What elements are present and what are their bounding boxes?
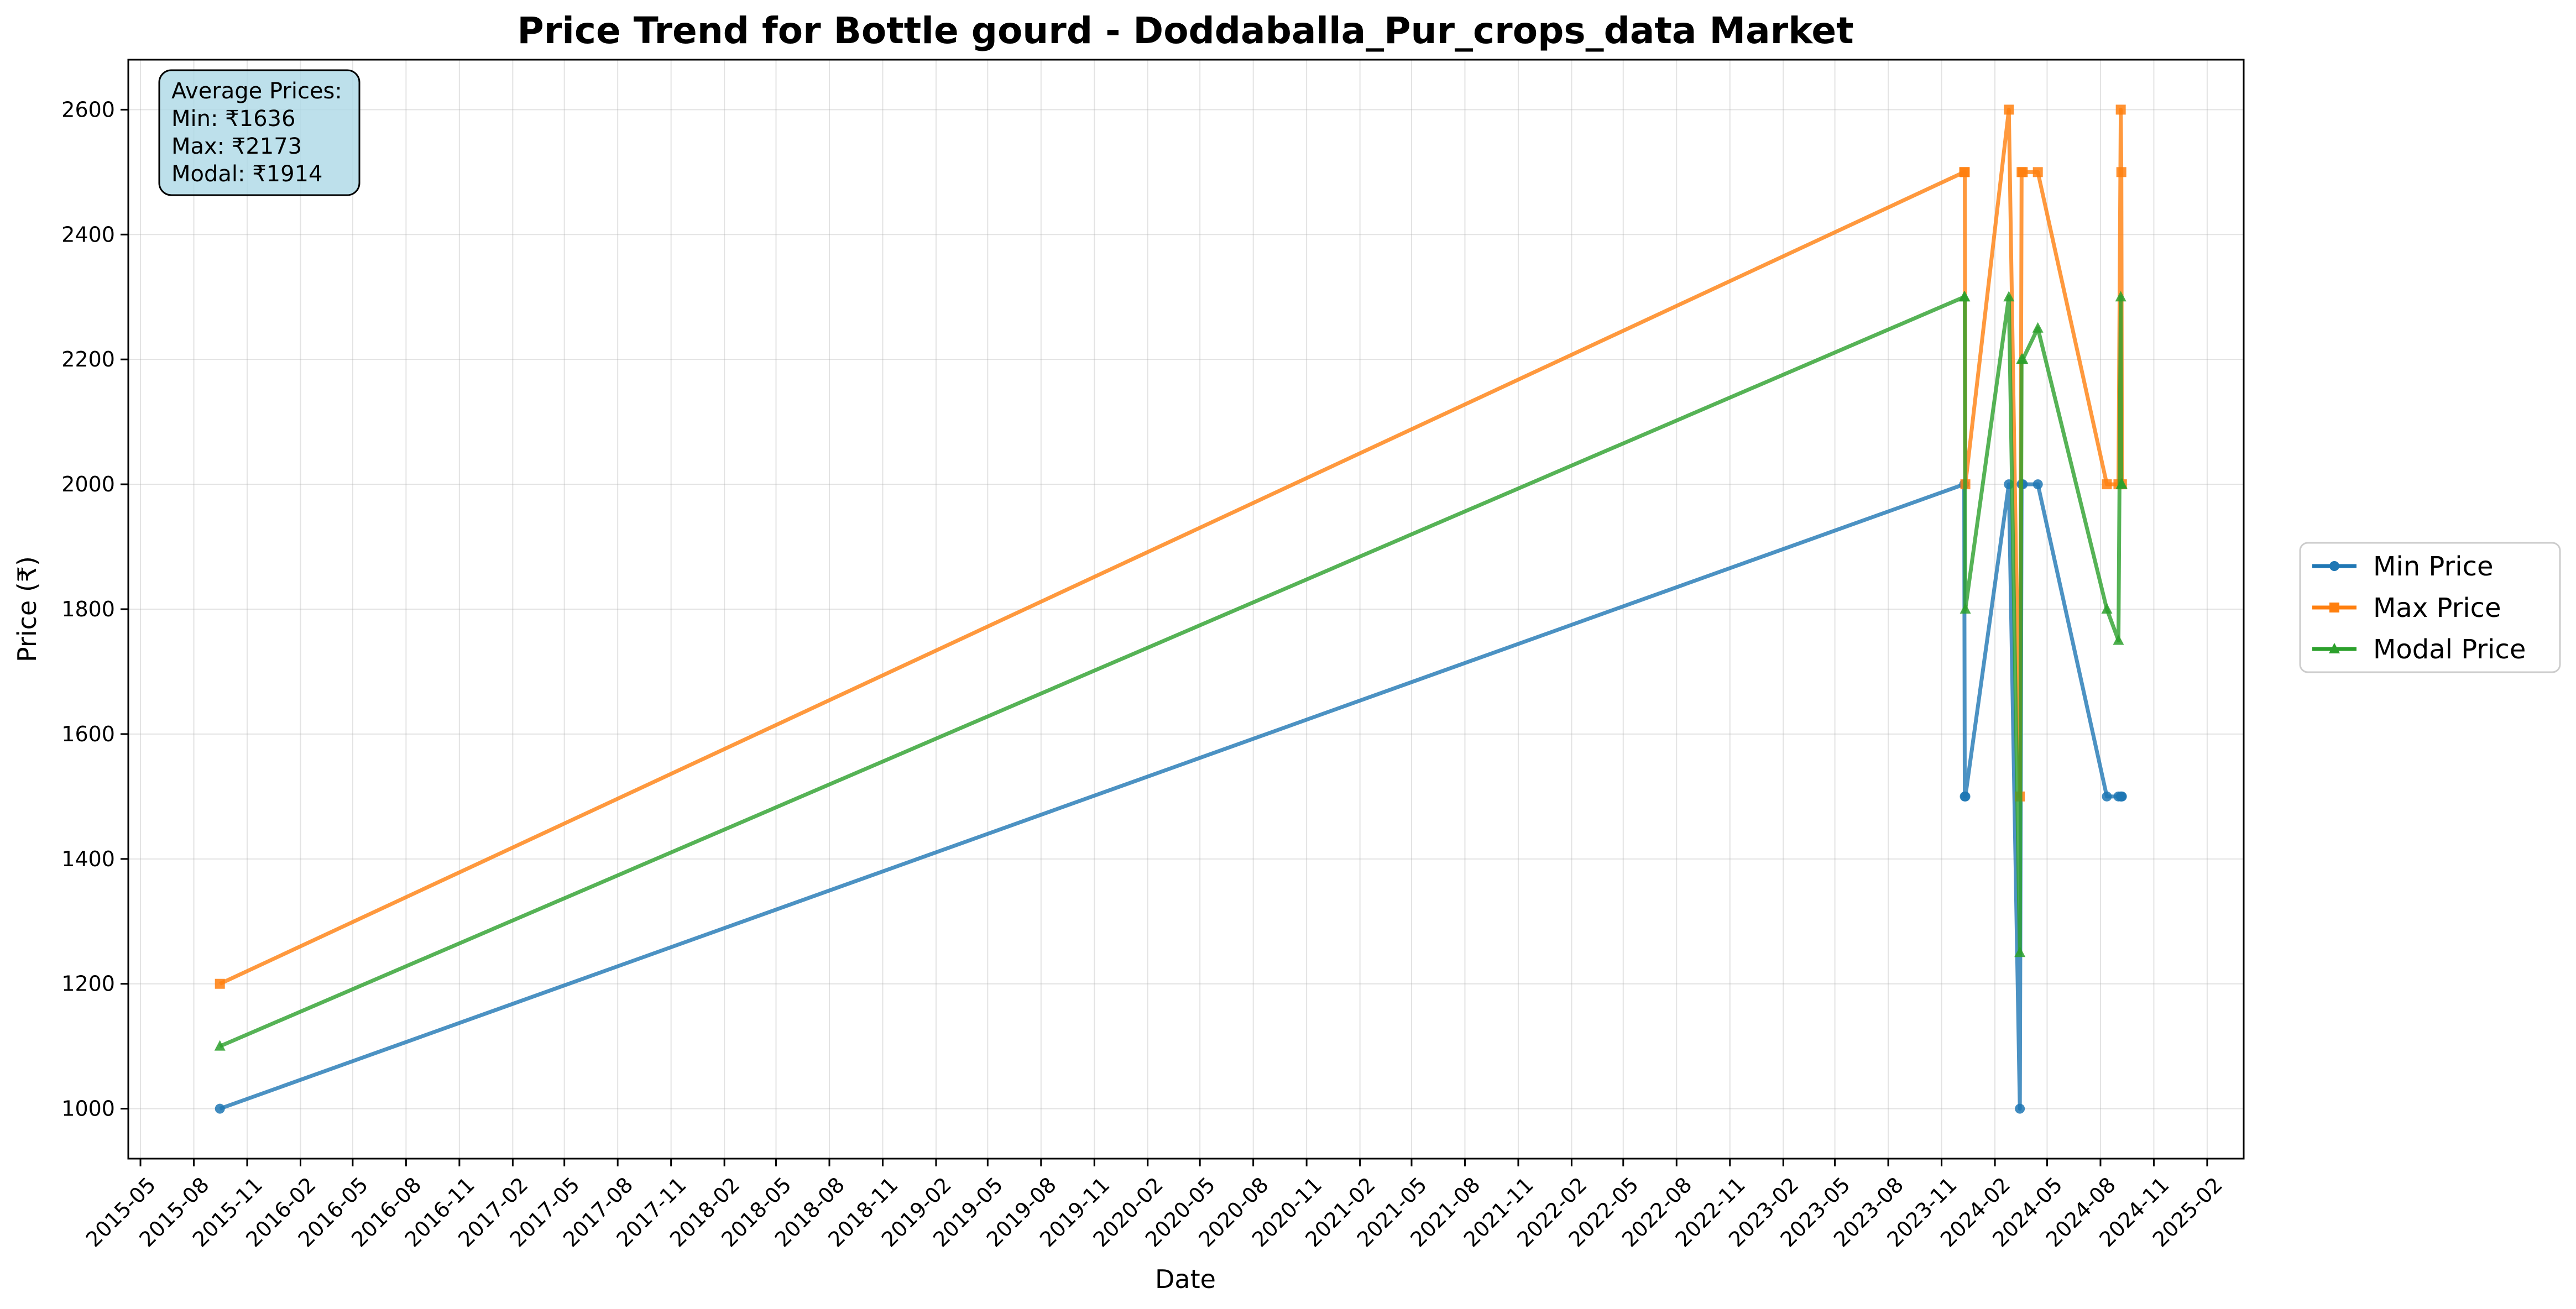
average-prices-box: Average Prices: Min: ₹1636 Max: ₹2173 Mo… bbox=[158, 69, 360, 196]
series-layer bbox=[214, 104, 2128, 1114]
y-tick-label: 1400 bbox=[61, 847, 115, 871]
modal-price-series bbox=[214, 291, 2128, 1051]
y-tick-label: 2200 bbox=[61, 347, 115, 371]
modal-price-point bbox=[2113, 634, 2124, 645]
modal-price-point bbox=[1959, 291, 1971, 302]
min-price-point bbox=[1960, 791, 1971, 802]
y-axis: 1000 1200 1400 1600 1800 2000 2200 2400 2600 bbox=[61, 97, 128, 1121]
legend-marker-max-price bbox=[2329, 603, 2339, 612]
plot-grid bbox=[128, 60, 2244, 1159]
stats-max: Max: ₹2173 bbox=[171, 134, 302, 159]
y-tick-label: 1600 bbox=[61, 722, 115, 746]
max-price-point bbox=[2116, 167, 2126, 177]
min-price-point bbox=[2015, 1103, 2025, 1114]
modal-price-point bbox=[2014, 946, 2026, 957]
chart-title: Price Trend for Bottle gourd - Doddaball… bbox=[517, 9, 1853, 52]
legend: Min Price Max Price Modal Price bbox=[2299, 542, 2561, 673]
stats-min: Min: ₹1636 bbox=[171, 106, 295, 132]
legend-marker-min-price bbox=[2329, 561, 2339, 571]
legend-label-min-price: Min Price bbox=[2373, 551, 2494, 582]
modal-price-point bbox=[2003, 291, 2015, 302]
stats-box-background bbox=[158, 69, 360, 196]
stats-heading: Average Prices: bbox=[171, 78, 342, 104]
y-tick-label: 1000 bbox=[61, 1097, 115, 1121]
max-price-series bbox=[215, 104, 2127, 989]
max-price-point bbox=[2115, 104, 2126, 115]
modal-price-point bbox=[1960, 603, 1971, 614]
modal-price-point bbox=[2101, 603, 2113, 614]
max-price-point bbox=[2004, 104, 2014, 115]
min-price-point bbox=[2032, 479, 2043, 490]
legend-label-max-price: Max Price bbox=[2373, 593, 2501, 624]
max-price-point bbox=[215, 978, 225, 989]
max-price-point bbox=[1960, 167, 1970, 177]
max-price-point bbox=[2032, 167, 2043, 177]
y-tick-label: 1800 bbox=[61, 597, 115, 621]
max-price-point bbox=[2018, 167, 2028, 177]
y-tick-label: 2400 bbox=[61, 222, 115, 247]
y-tick-label: 1200 bbox=[61, 972, 115, 996]
y-tick-label: 2000 bbox=[61, 472, 115, 496]
max-price-point bbox=[2102, 479, 2112, 490]
y-axis-label: Price (₹) bbox=[12, 556, 42, 662]
modal-price-point bbox=[2017, 353, 2029, 364]
legend-box bbox=[2299, 542, 2561, 673]
min-price-point bbox=[2102, 791, 2112, 802]
stats-modal: Modal: ₹1914 bbox=[171, 161, 322, 187]
modal-price-point bbox=[2032, 322, 2044, 333]
modal-price-point bbox=[2116, 478, 2128, 489]
y-tick-label: 2600 bbox=[61, 97, 115, 122]
modal-price-point bbox=[214, 1040, 226, 1051]
legend-items: Min Price Max Price Modal Price bbox=[2312, 551, 2526, 665]
min-price-point bbox=[215, 1103, 225, 1114]
modal-price-point bbox=[2115, 291, 2126, 302]
legend-label-modal-price: Modal Price bbox=[2373, 634, 2526, 665]
min-price-point bbox=[2117, 791, 2127, 802]
x-axis-label: Date bbox=[1155, 1264, 1216, 1294]
legend-marker-modal-price bbox=[2329, 643, 2340, 653]
